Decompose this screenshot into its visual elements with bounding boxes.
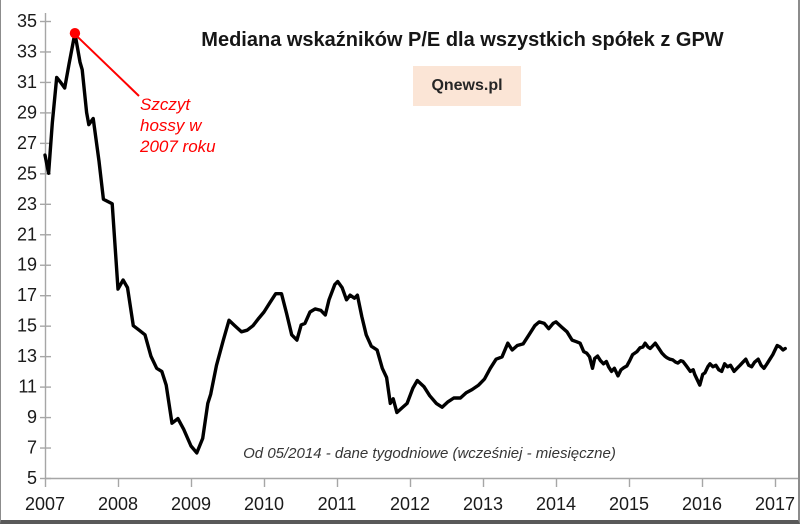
y-tick-label: 29 [17, 102, 37, 122]
annotation-line-1: Szczyt [140, 95, 191, 114]
y-tick-label: 13 [17, 346, 37, 366]
y-tick-label: 19 [17, 255, 37, 275]
y-tick-label: 17 [17, 285, 37, 305]
chart-title: Mediana wskaźników P/E dla wszystkich sp… [201, 29, 724, 51]
pe-median-series [43, 31, 787, 455]
y-tick-label: 11 [18, 377, 37, 397]
y-tick-label: 25 [17, 163, 37, 183]
y-tick-label: 15 [17, 316, 37, 336]
y-tick-label: 27 [17, 133, 37, 153]
watermark-badge: Qnews.pl [413, 66, 521, 106]
x-tick-label: 2012 [390, 494, 430, 514]
y-tick-label: 9 [27, 407, 37, 427]
y-tick-label: 5 [27, 468, 37, 488]
x-tick-label: 2010 [244, 494, 284, 514]
x-tick-label: 2008 [98, 494, 138, 514]
x-tick-label: 2013 [463, 494, 503, 514]
footnote: Od 05/2014 - dane tygodniowe (wcześniej … [243, 445, 616, 462]
y-tick-label: 31 [17, 72, 37, 92]
x-tick-label: 2007 [25, 494, 65, 514]
annotation-label: Szczyt hossy w 2007 roku [140, 94, 216, 157]
x-tick-label: 2014 [536, 494, 576, 514]
watermark-text: Qnews.pl [431, 77, 503, 94]
peak-marker-dot [69, 27, 81, 39]
y-tick-label: 21 [17, 224, 37, 244]
y-tick-label: 23 [17, 194, 37, 214]
y-tick-label: 35 [17, 11, 37, 31]
x-tick-label: 2011 [318, 494, 357, 514]
annotation-line-3: 2007 roku [140, 137, 216, 156]
annotation-leader-line [77, 36, 140, 97]
y-tick-label: 7 [27, 438, 37, 458]
x-tick-label: 2017 [755, 494, 795, 514]
x-tick-label: 2009 [171, 494, 211, 514]
x-tick-label: 2015 [609, 494, 649, 514]
y-tick-label: 33 [17, 41, 37, 61]
x-tick-label: 2016 [682, 494, 722, 514]
annotation-line-2: hossy w [140, 116, 202, 135]
